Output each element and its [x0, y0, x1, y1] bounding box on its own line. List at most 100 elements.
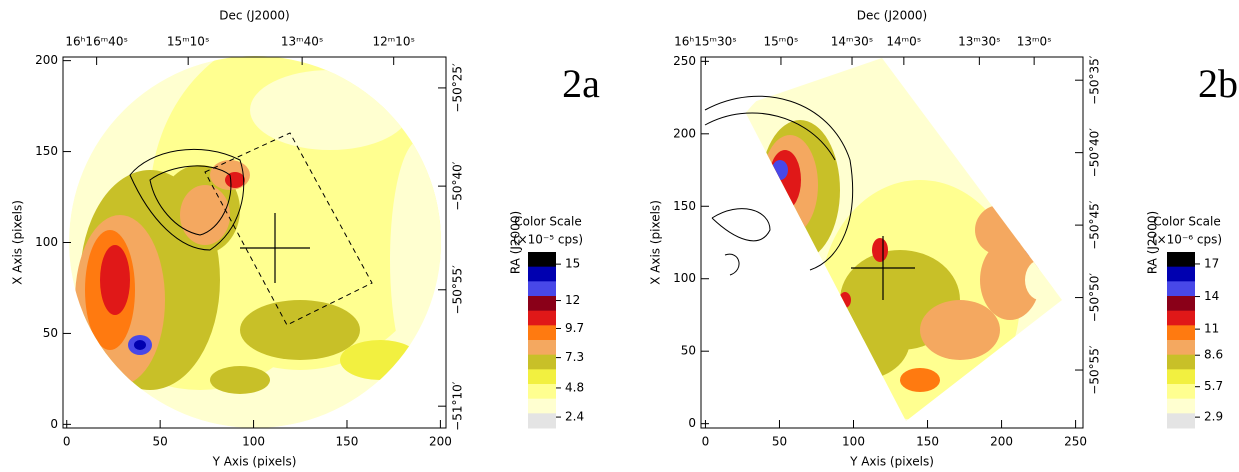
x-axis-label: Y Axis (pixels) [849, 455, 934, 469]
x-tick-label: 100 [842, 435, 865, 449]
maps [69, 56, 1062, 428]
panel-label: 2b [1198, 61, 1238, 106]
colorbar-swatch [1167, 384, 1195, 400]
map-region [772, 160, 788, 180]
contour [711, 208, 771, 276]
x-tick-label: 50 [153, 435, 168, 449]
colorbar-swatch [528, 266, 556, 282]
contour [149, 165, 232, 236]
x2-tick-label: 16ʰ15ᵐ30ˢ [674, 35, 737, 49]
x-axis-label: Y Axis (pixels) [212, 455, 297, 469]
x-tick-label: 150 [916, 435, 939, 449]
colorbar-tick-label: 17 [1204, 256, 1219, 270]
map-region [810, 300, 910, 380]
map-region [250, 70, 410, 150]
x-tick-label: 50 [772, 435, 787, 449]
y2-tick-label: −50°40′ [1088, 128, 1102, 178]
y-tick-label: 150 [35, 144, 58, 158]
x-tick-label: 200 [429, 435, 452, 449]
colorbar-swatch [1167, 325, 1195, 341]
colorbar-swatch [1167, 369, 1195, 385]
map-region [920, 300, 1000, 360]
colorbar-tick-label: 2.9 [1204, 410, 1223, 424]
x2-tick-label: 13ᵐ0ˢ [1017, 35, 1052, 49]
colorbar-title: Color Scale [1153, 215, 1220, 229]
cross [851, 236, 915, 300]
colorbar-unit: (×10⁻⁵ cps) [513, 233, 583, 247]
colorbar-tick-label: 11 [1204, 322, 1219, 336]
colorbar-swatch [1167, 252, 1195, 268]
colorbar-unit: (×10⁻⁶ cps) [1152, 233, 1222, 247]
x2-axis-label: Dec (J2000) [857, 9, 927, 23]
y2-tick-label: −50°50′ [1088, 273, 1102, 323]
x2-tick-label: 16ʰ16ᵐ40ˢ [65, 35, 128, 49]
colorbar-swatch [528, 310, 556, 326]
y-tick-label: 100 [673, 271, 696, 285]
colorbar-swatch [1167, 398, 1195, 414]
panel-label: 2a [562, 61, 600, 106]
colorbar-swatch [528, 252, 556, 268]
contour [704, 95, 854, 271]
colorbar-swatch [1167, 266, 1195, 282]
y2-axis-label: RA (J2000) [1146, 211, 1160, 274]
colorbar-swatch [1167, 310, 1195, 326]
colorbar-swatch [528, 296, 556, 312]
colorbar-tick-label: 5.7 [1204, 379, 1223, 393]
colorbar-tick-label: 15 [565, 257, 580, 271]
map-region [980, 240, 1040, 320]
x2-tick-label: 13ᵐ30ˢ [958, 35, 1001, 49]
colorbar-swatch [528, 384, 556, 400]
map-region [210, 366, 270, 394]
map-region [180, 185, 230, 245]
x2-tick-label: 14ᵐ0ˢ [886, 35, 921, 49]
colorbar-tick-label: 2.4 [565, 410, 584, 424]
map-image [69, 56, 441, 428]
x2-tick-label: 15ᵐ0ˢ [764, 35, 799, 49]
y2-tick-label: −50°45′ [1088, 200, 1102, 250]
x2-tick-label: 13ᵐ40ˢ [281, 35, 324, 49]
y-tick-label: 50 [43, 326, 58, 340]
colorbar-swatch [1167, 413, 1195, 429]
x-tick-label: 100 [242, 435, 265, 449]
y2-axis-label: RA (J2000) [509, 211, 523, 274]
map-region [134, 340, 146, 350]
y2-tick-label: −50°25′ [451, 63, 465, 113]
x2-tick-label: 15ᵐ10ˢ [167, 35, 210, 49]
y-axis-label: X Axis (pixels) [649, 200, 663, 285]
map-region [340, 340, 420, 380]
x2-axis-label: Dec (J2000) [219, 9, 289, 23]
colorbar-swatch [1167, 340, 1195, 356]
region-box [204, 132, 373, 326]
x-tick-label: 0 [63, 435, 71, 449]
plot-frame [700, 56, 1084, 429]
y-tick-label: 0 [50, 417, 58, 431]
y-axis-label: X Axis (pixels) [11, 200, 25, 285]
x2-tick-label: 12ᵐ10ˢ [372, 35, 415, 49]
y-tick-label: 50 [681, 344, 696, 358]
map-region [975, 205, 1025, 255]
y2-tick-label: −50°55′ [1088, 345, 1102, 395]
colorbar-swatch [528, 413, 556, 429]
colorbar-swatch [1167, 281, 1195, 297]
colorbar-swatch [528, 398, 556, 414]
colorbar-swatch [1167, 354, 1195, 370]
colorbar-tick-label: 8.6 [1204, 348, 1223, 362]
x-tick-label: 200 [990, 435, 1013, 449]
colorbar-swatch [528, 354, 556, 370]
y2-tick-label: −51°10′ [451, 381, 465, 431]
map-region [225, 172, 245, 188]
colorbar-swatch [528, 340, 556, 356]
map-region [872, 238, 888, 262]
colorbar-swatch [528, 369, 556, 385]
colorbar-tick-label: 14 [1204, 289, 1219, 303]
colorbar-tick-label: 9.7 [565, 321, 584, 335]
map-region [1025, 260, 1055, 300]
map-region [839, 292, 851, 308]
y2-tick-label: −50°55′ [451, 265, 465, 315]
x2-tick-label: 14ᵐ30ˢ [831, 35, 874, 49]
x-tick-label: 150 [336, 435, 359, 449]
colorbar-swatch [528, 281, 556, 297]
y-tick-label: 100 [35, 235, 58, 249]
map-region [100, 245, 130, 315]
